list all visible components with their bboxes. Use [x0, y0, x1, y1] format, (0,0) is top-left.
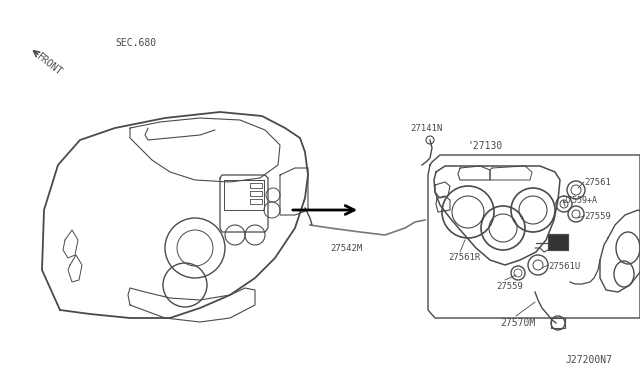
Bar — [551, 318, 565, 328]
Bar — [548, 234, 568, 250]
Text: 27561R: 27561R — [448, 253, 480, 262]
Text: 27542M: 27542M — [330, 244, 362, 253]
Bar — [548, 234, 568, 250]
Text: 27570M: 27570M — [500, 318, 535, 328]
Text: 27561U: 27561U — [548, 262, 580, 271]
Text: 27559+A: 27559+A — [562, 196, 597, 205]
Text: 27559: 27559 — [584, 212, 611, 221]
Text: J27200N7: J27200N7 — [565, 355, 612, 365]
Text: SEC.680: SEC.680 — [115, 38, 156, 48]
Text: FRONT: FRONT — [35, 52, 64, 78]
Text: 27561: 27561 — [584, 178, 611, 187]
Text: '27130: '27130 — [468, 141, 503, 151]
Text: 27559: 27559 — [496, 282, 523, 291]
Text: 27141N: 27141N — [410, 124, 442, 133]
